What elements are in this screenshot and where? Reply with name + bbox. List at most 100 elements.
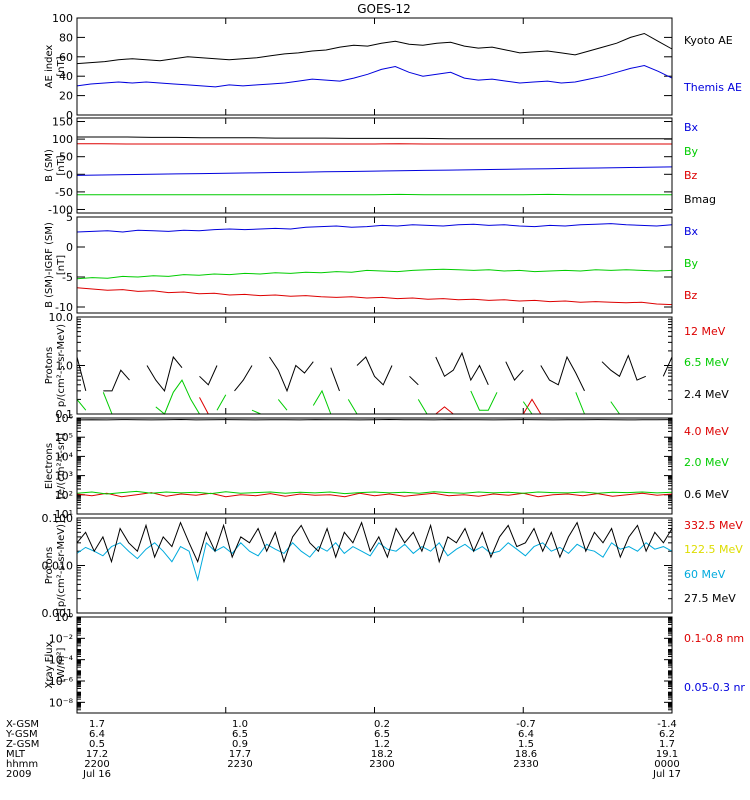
footer-value: -0.7	[516, 719, 536, 730]
y-tick-label: 10¹	[55, 508, 73, 521]
y-tick-label: 20	[59, 90, 73, 103]
footer-value: 18.6	[515, 749, 537, 760]
footer-value: 19.1	[656, 749, 678, 760]
y-axis-title: Protons	[44, 347, 55, 384]
legend-label: 2.0 MeV	[684, 456, 729, 469]
panel-4: 0.1 1.0 10.0 Protons p/(cm²-s-sr-MeV) 12 MeV 6…	[44, 311, 729, 421]
y-axis-title: [p/(cm²-s-sr-MeV)]	[56, 520, 67, 611]
footer-value: 2230	[227, 759, 252, 770]
footer-value: 0.9	[232, 739, 248, 750]
legend-label: 2.4 MeV	[684, 388, 729, 401]
y-tick-label: 10⁻⁶	[49, 675, 74, 688]
series-line	[76, 492, 673, 498]
series-line	[76, 32, 673, 65]
legend-label: Bx	[684, 121, 699, 134]
legend-label: 4.0 MeV	[684, 425, 729, 438]
footer-value: 2300	[369, 759, 394, 770]
legend-label: Bz	[684, 289, 698, 302]
figure-title: GOES-12	[357, 2, 411, 16]
panel-frame	[76, 517, 673, 614]
y-tick-label: 0	[66, 109, 73, 122]
footer-value: 1.0	[232, 719, 248, 730]
y-tick-label: 80	[59, 31, 73, 44]
footer-value: 6.4	[89, 729, 105, 740]
panel-frame	[76, 616, 673, 714]
legend-label: 332.5 MeV	[684, 519, 743, 532]
footer-value: 6.5	[374, 729, 390, 740]
footer-value: 2330	[513, 759, 538, 770]
y-tick-label: 60	[59, 51, 73, 64]
y-tick-label: 10³	[55, 470, 73, 483]
y-tick-label: 100	[52, 133, 73, 146]
y-axis-title: [W/m²]	[56, 647, 67, 682]
legend-label: Bz	[684, 169, 698, 182]
y-axis-title: [nT]	[56, 155, 67, 175]
y-axis-title: Electrons	[44, 443, 55, 489]
y-tick-label: 0	[66, 241, 73, 254]
y-tick-label: 10⁰	[55, 611, 74, 624]
footer-value: 1.7	[89, 719, 105, 730]
y-axis-title: B (SM)	[44, 149, 55, 182]
footer-ephemeris: X-GSM 1.7 1.0 0.2 -0.7 -1.4 Y-GSM 6.4 6.5 6.5 6.4 6…	[5, 719, 681, 780]
y-tick-label: 100	[52, 12, 73, 25]
y-tick-label: 150	[52, 116, 73, 129]
footer-value: Jul 17	[652, 769, 681, 780]
y-tick-label: 50	[59, 151, 73, 164]
panel-frame	[76, 216, 673, 314]
panel-2: -100 -50 0 50 100 150 B (SM) [nT] Bx By Bz Bmag	[44, 116, 716, 217]
legend-label: 60 MeV	[684, 568, 726, 581]
series-line	[76, 351, 673, 393]
y-tick-label: 0.1	[56, 408, 74, 421]
y-tick-label: 10.0	[49, 311, 74, 324]
footer-value: 0000	[654, 759, 679, 770]
footer-row-label: 2009	[6, 769, 31, 780]
series-line	[76, 287, 673, 306]
series-line	[76, 521, 673, 564]
footer-row-label: X-GSM	[6, 719, 39, 730]
series-line	[76, 490, 673, 495]
legend-label: 27.5 MeV	[684, 592, 736, 605]
footer-value: 17.2	[86, 749, 108, 760]
footer-row-label: Z-GSM	[6, 739, 39, 750]
y-tick-label: 10⁻⁸	[49, 696, 74, 709]
panel-frame	[76, 316, 673, 415]
series-line	[77, 136, 672, 140]
y-tick-label: 0.100	[42, 512, 74, 525]
y-tick-label: 5	[66, 211, 73, 224]
panel-5: 10¹ 10² 10³ 10⁴ 10⁵ 10⁶ Electrons [e/(cm²-s-sr)…	[44, 412, 729, 521]
y-tick-label: -50	[55, 186, 73, 199]
y-tick-label: -100	[48, 203, 73, 216]
panel-6: 0.001 0.010 0.100 Protons [p/(cm²-s-sr-MeV)]…	[42, 512, 744, 620]
y-tick-label: 1.0	[56, 360, 74, 373]
panel-frame	[76, 117, 673, 214]
y-axis-title: [nT]	[56, 255, 67, 275]
legend-label: 0.6 MeV	[684, 488, 729, 501]
legend-label: 0.1-0.8 nm	[684, 632, 744, 645]
y-axis-title: Xray Flux	[44, 641, 55, 688]
y-axis-title: [e/(cm²-s-sr)]	[56, 433, 67, 499]
y-axis-title: Protons	[44, 547, 55, 584]
panel-1: 0 20 40 60 80 100 AE index [nT] Kyoto AE Themis A…	[44, 12, 742, 122]
series-line	[76, 223, 673, 233]
legend-label: 0.05-0.3 nr	[684, 681, 745, 694]
footer-row-label: MLT	[6, 749, 26, 760]
series-line	[76, 64, 673, 88]
footer-row-label: Y-GSM	[5, 729, 38, 740]
panel-3: -10 -5 0 5 B (SM)-IGRF (SM) [nT] Bx By Bz	[44, 211, 699, 314]
y-tick-label: 10⁵	[55, 431, 73, 444]
footer-value: 2200	[84, 759, 109, 770]
y-tick-label: 10⁴	[55, 450, 74, 463]
panel-frame	[76, 17, 673, 116]
series-line	[76, 268, 673, 280]
footer-value: 17.7	[229, 749, 251, 760]
y-axis-title: p/(cm²-s-sr-MeV)	[56, 324, 67, 407]
legend-label: By	[684, 257, 699, 270]
y-axis-title: B (SM)-IGRF (SM)	[44, 222, 55, 308]
footer-value: 6.4	[518, 729, 534, 740]
legend-label: Kyoto AE	[684, 34, 733, 47]
y-tick-label: 0.010	[42, 560, 74, 573]
footer-value: 6.2	[659, 729, 675, 740]
legend-label: By	[684, 145, 699, 158]
legend-label: 6.5 MeV	[684, 356, 729, 369]
